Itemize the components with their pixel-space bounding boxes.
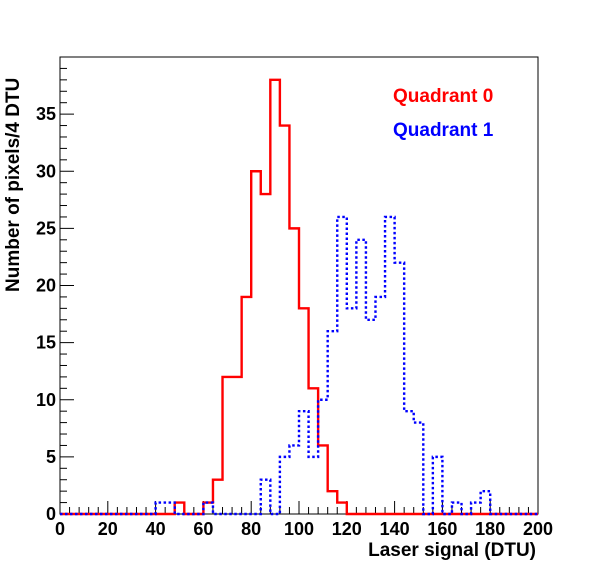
y-tick-label: 15 [36,333,56,353]
y-tick-label: 30 [36,161,56,181]
y-tick-label: 25 [36,218,56,238]
x-tick-label: 160 [427,519,457,539]
x-tick-label: 200 [523,519,553,539]
y-tick-label: 0 [46,504,56,524]
y-tick-label: 10 [36,390,56,410]
legend-label-quadrant-0: Quadrant 0 [393,86,493,107]
y-tick-label: 5 [46,447,56,467]
x-tick-label: 80 [241,519,261,539]
series-layer [60,78,538,516]
y-tick-label: 20 [36,276,56,296]
legend-label-quadrant-1: Quadrant 1 [393,120,494,141]
y-tick-label: 35 [36,104,56,124]
x-tick-label: 40 [146,519,166,539]
series-line-quadrant-1 [60,215,538,516]
series-1-group [60,215,538,516]
x-axis-ticks: 0 20 40 60 80 100 120 140 160 180 200 [55,501,553,539]
x-tick-label: 0 [55,519,65,539]
x-tick-label: 140 [380,519,410,539]
y-axis-ticks: 0 5 10 15 20 25 30 35 [36,56,74,524]
x-tick-label: 20 [98,519,118,539]
series-0-group [60,78,538,516]
x-tick-label: 120 [332,519,362,539]
x-tick-label: 100 [284,519,314,539]
x-tick-label: 180 [475,519,505,539]
x-tick-label: 60 [193,519,213,539]
x-axis-label: Laser signal (DTU) [368,540,536,561]
y-axis-label: Number of pixels/4 DTU [3,78,24,292]
series-line-quadrant-0 [60,78,538,516]
